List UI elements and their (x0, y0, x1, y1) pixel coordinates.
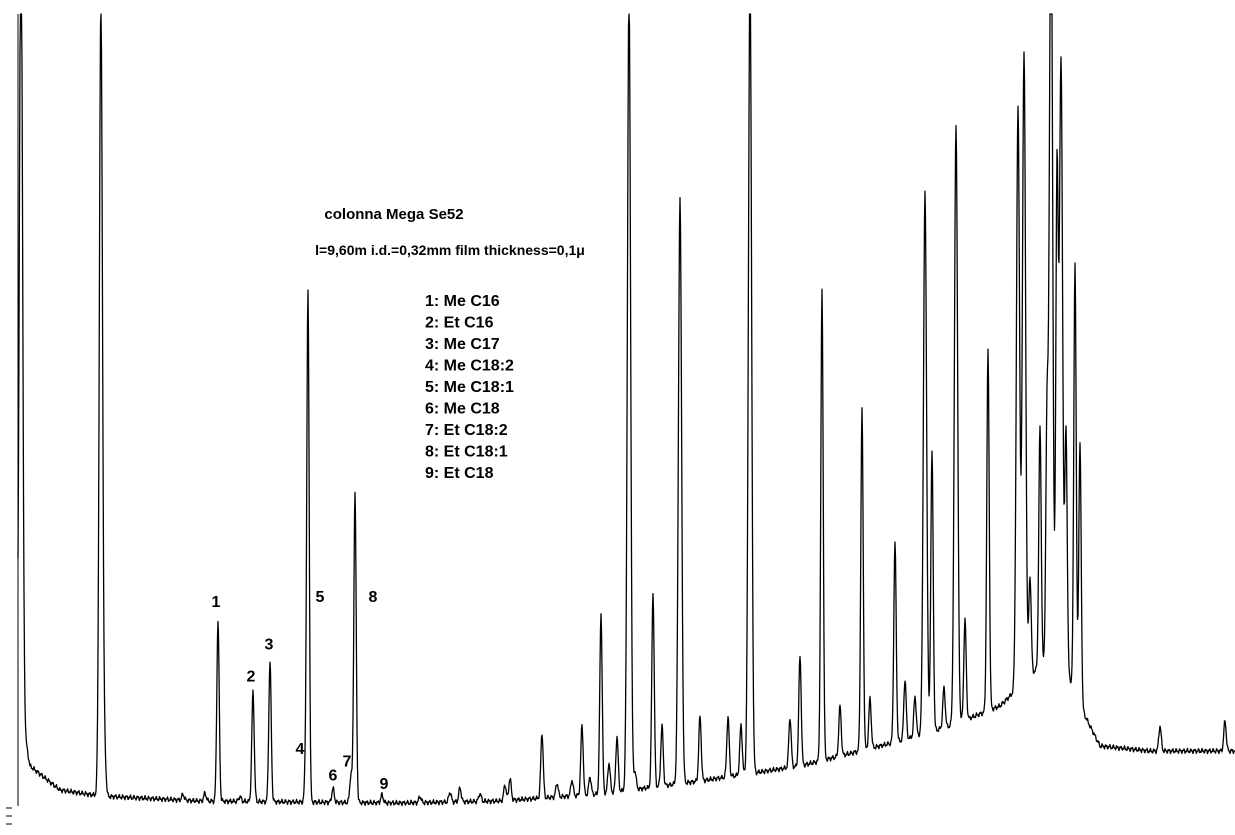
chart-title: colonna Mega Se52 (324, 206, 463, 223)
peak-label-8: 8 (369, 589, 378, 606)
legend-entry: 3: Me C17 (425, 336, 500, 353)
peak-label-4: 4 (296, 741, 305, 758)
frame-axes (6, 14, 19, 825)
legend-entry: 7: Et C18:2 (425, 422, 508, 439)
peak-label-7: 7 (343, 754, 352, 771)
legend-entry: 6: Me C18 (425, 401, 500, 418)
peak-label-5: 5 (316, 589, 325, 606)
legend-entry: 8: Et C18:1 (425, 444, 508, 461)
chart-subtitle: l=9,60m i.d.=0,32mm film thickness=0,1μ (315, 242, 585, 258)
peak-label-6: 6 (329, 767, 338, 784)
legend-entry: 9: Et C18 (425, 465, 494, 482)
peak-label-1: 1 (212, 594, 221, 611)
chromatogram-trace (17, 13, 1235, 807)
legend-entry: 4: Me C18:2 (425, 358, 514, 375)
peak-label-9: 9 (380, 776, 389, 793)
peak-legend: 1: Me C16 2: Et C16 3: Me C17 4: Me C18:2 5:… (425, 293, 514, 482)
peak-label-2: 2 (247, 669, 256, 686)
legend-entry: 5: Me C18:1 (425, 379, 514, 396)
peak-label-3: 3 (265, 637, 274, 654)
legend-entry: 2: Et C16 (425, 315, 494, 332)
legend-entry: 1: Me C16 (425, 293, 500, 310)
